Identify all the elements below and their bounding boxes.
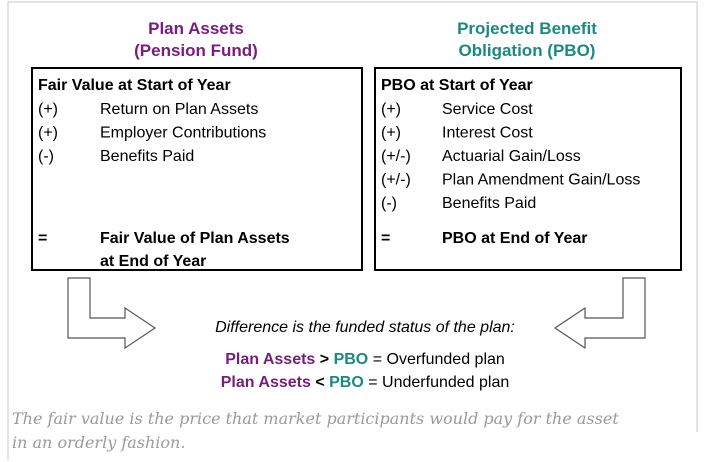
item-label: Interest Cost xyxy=(442,125,533,142)
heading: Obligation (PBO) xyxy=(459,41,596,60)
rule-left: Plan Assets xyxy=(221,374,311,391)
rule-left: Plan Assets xyxy=(225,351,315,368)
rule: Plan Assets < PBO = Underfunded plan xyxy=(221,374,510,391)
rule-right: PBO xyxy=(329,374,364,391)
item-label: Employer Contributions xyxy=(100,125,266,142)
rule-operator: > xyxy=(320,351,329,368)
item-sign: (+) xyxy=(381,125,401,142)
pbo-box xyxy=(374,67,682,271)
rule-result: = Underfunded plan xyxy=(368,374,509,391)
plan-assets-box xyxy=(31,67,363,271)
footnote: in an orderly fashion. xyxy=(12,433,185,452)
item-sign: (+) xyxy=(38,125,58,142)
rule: Plan Assets > PBO = Overfunded plan xyxy=(225,351,505,368)
item-sign: (-) xyxy=(38,148,54,165)
item-label: Plan Amendment Gain/Loss xyxy=(442,172,640,189)
rule-result: = Overfunded plan xyxy=(373,351,505,368)
item-sign: (+/-) xyxy=(381,172,411,189)
heading: Plan Assets xyxy=(148,19,244,38)
total-label: at End of Year xyxy=(100,253,206,270)
box-title: Fair Value at Start of Year xyxy=(38,77,231,94)
item-label: Actuarial Gain/Loss xyxy=(442,148,581,165)
item-label: Return on Plan Assets xyxy=(100,101,258,118)
item-label: Benefits Paid xyxy=(442,195,536,212)
item-sign: (-) xyxy=(381,195,397,212)
item-sign: (+/-) xyxy=(381,148,411,165)
difference-text: Difference is the funded status of the p… xyxy=(215,319,515,336)
footnote: The fair value is the price that market … xyxy=(12,409,619,428)
heading: (Pension Fund) xyxy=(134,41,258,60)
arrow-right xyxy=(553,277,646,350)
frame xyxy=(7,1,698,460)
total-label: PBO at End of Year xyxy=(442,230,588,247)
total-sign: = xyxy=(38,230,47,247)
box-title: PBO at Start of Year xyxy=(381,77,533,94)
item-sign: (+) xyxy=(381,101,401,118)
total-label: Fair Value of Plan Assets xyxy=(100,230,290,247)
rule-operator: < xyxy=(315,374,324,391)
heading: Projected Benefit xyxy=(457,19,597,38)
item-label: Benefits Paid xyxy=(100,148,194,165)
total-sign: = xyxy=(381,230,390,247)
item-sign: (+) xyxy=(38,101,58,118)
rule-right: PBO xyxy=(334,351,369,368)
arrow-left xyxy=(67,277,157,350)
item-label: Service Cost xyxy=(442,101,533,118)
